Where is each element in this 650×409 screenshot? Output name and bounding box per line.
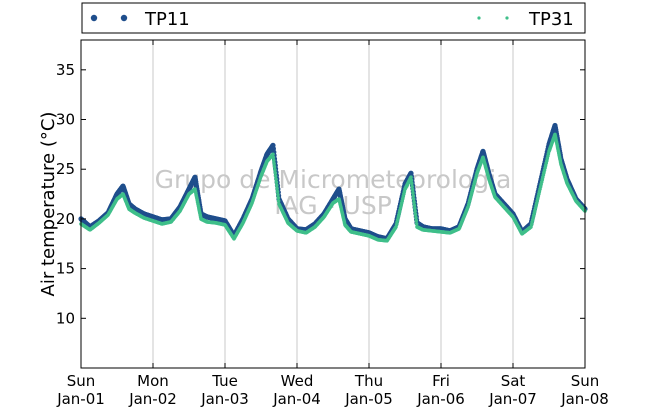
data-point-tp31 xyxy=(276,192,280,197)
data-point-tp31 xyxy=(275,189,280,194)
y-tick-label: 15 xyxy=(56,260,75,278)
x-tick-label-date: Jan-01 xyxy=(56,390,105,408)
x-tick-label-day: Thu xyxy=(354,372,383,390)
data-point-tp31 xyxy=(272,161,276,166)
data-point-tp31 xyxy=(276,199,281,203)
legend-frame xyxy=(81,2,586,34)
data-point-tp31 xyxy=(410,181,414,186)
data-point-tp31 xyxy=(414,218,419,223)
x-tick-label-day: Mon xyxy=(137,372,169,390)
data-point-tp31 xyxy=(273,174,278,178)
y-tick-label: 25 xyxy=(56,160,75,178)
x-tick-label-day: Sat xyxy=(501,372,526,390)
data-point-tp31 xyxy=(275,186,279,191)
data-point-tp31 xyxy=(409,175,413,179)
data-point-tp31 xyxy=(414,215,418,220)
data-point-tp31 xyxy=(412,200,416,204)
x-tick-label-day: Fri xyxy=(432,372,450,390)
data-point-tp31 xyxy=(273,168,277,172)
data-point-tp31 xyxy=(413,206,417,210)
x-tick-label-date: Jan-03 xyxy=(200,390,249,408)
data-point-tp31 xyxy=(412,203,417,207)
data-point-tp31 xyxy=(271,155,276,160)
x-tick-label-date: Jan-02 xyxy=(128,390,177,408)
series-tp31 xyxy=(79,132,587,243)
data-point-tp31 xyxy=(276,196,281,200)
data-point-tp31 xyxy=(411,197,416,201)
x-tick-label-day: Sun xyxy=(571,372,600,390)
data-point-tp31 xyxy=(410,187,415,192)
x-tick-label-date: Jan-08 xyxy=(560,390,609,408)
watermark-line-1: Grupo de Micrometeorologia xyxy=(155,165,512,194)
x-tick-label-day: Tue xyxy=(211,372,238,390)
x-tick-label-date: Jan-04 xyxy=(272,390,321,408)
data-point-tp31 xyxy=(410,184,414,189)
y-tick-label: 30 xyxy=(56,111,75,129)
y-tick-label: 35 xyxy=(56,61,75,79)
legend-marker-tp31 xyxy=(477,16,509,20)
y-axis-label: Air temperature (°C) xyxy=(38,112,59,297)
data-point-tp31 xyxy=(273,171,278,175)
data-point-tp31 xyxy=(414,222,419,226)
y-tick-label: 20 xyxy=(56,210,75,228)
x-tick-label-day: Sun xyxy=(67,372,96,390)
legend: TP11 TP31 xyxy=(81,2,586,34)
x-tick-label-date: Jan-06 xyxy=(416,390,465,408)
legend-marker-dot xyxy=(505,16,509,20)
data-point-tp31 xyxy=(409,178,414,183)
data-point-tp31 xyxy=(413,209,417,214)
data-point-tp31 xyxy=(413,212,418,217)
y-tick-label: 10 xyxy=(56,309,75,327)
data-point-tp31 xyxy=(411,190,415,195)
legend-label-tp11: TP11 xyxy=(144,9,190,30)
data-point-tp31 xyxy=(271,152,275,157)
x-axis-ticks: SunJan-01MonJan-02TueJan-03WedJan-04ThuJ… xyxy=(56,40,609,408)
data-point-tp31 xyxy=(272,164,277,169)
y-axis-ticks: 10 15 20 25 30 35 xyxy=(56,61,585,327)
x-tick-label-day: Wed xyxy=(281,372,314,390)
data-point-tp31 xyxy=(274,177,278,181)
plot-border xyxy=(80,39,586,369)
legend-marker-dot xyxy=(90,14,98,22)
data-point-tp31 xyxy=(275,183,279,188)
legend-marker-dot xyxy=(477,16,481,20)
data-point-tp31 xyxy=(272,158,276,163)
legend-marker-dot xyxy=(120,14,128,22)
x-tick-label-date: Jan-07 xyxy=(488,390,537,408)
x-gridlines xyxy=(152,40,514,368)
legend-label-tp31: TP31 xyxy=(528,9,574,30)
data-point-tp31 xyxy=(274,180,279,185)
plot-area: Grupo de Micrometeorologia IAG - USP 101… xyxy=(56,39,609,408)
data-point-tp31 xyxy=(411,194,416,198)
legend-marker-tp11 xyxy=(90,14,128,22)
x-tick-label-date: Jan-05 xyxy=(344,390,393,408)
series-tp11 xyxy=(78,122,588,242)
